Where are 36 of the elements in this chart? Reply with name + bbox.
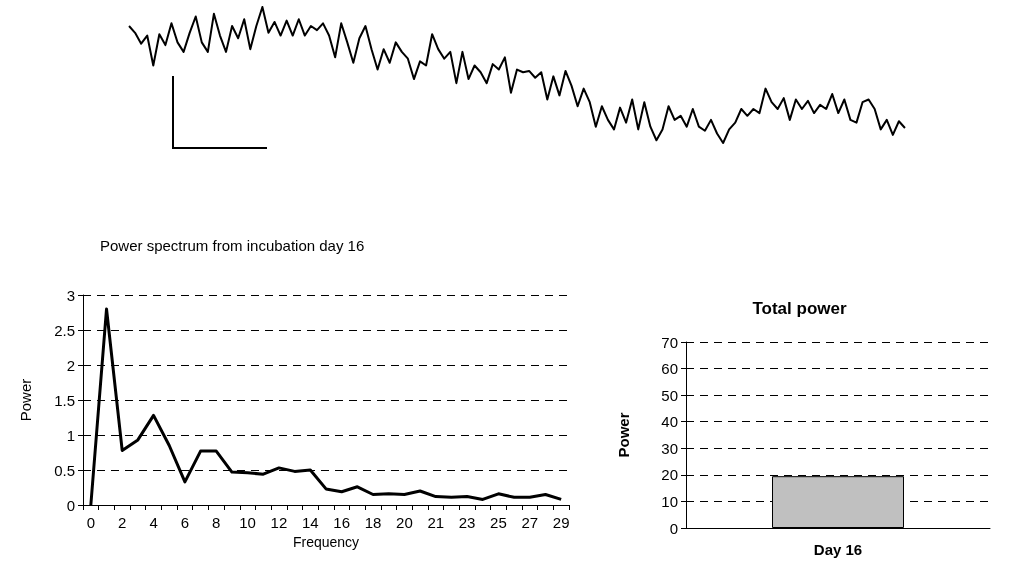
x-tick-label: 8 [212, 514, 221, 531]
x-tick-label: 29 [552, 514, 570, 531]
y-tick-label: 30 [661, 439, 678, 457]
x-tick-label: 10 [239, 514, 256, 531]
y-tick-label: 70 [661, 333, 678, 351]
x-axis-title: Frequency [292, 534, 360, 550]
y-tick-label: 60 [661, 360, 678, 378]
x-tick-label: 20 [396, 514, 413, 531]
y-tick-label: 1.5 [54, 391, 75, 409]
y-axis-title: Power [17, 378, 34, 422]
x-tick-label: 21 [427, 514, 445, 531]
y-tick-label: 50 [661, 386, 678, 404]
y-tick-label: 2 [66, 356, 75, 374]
y-tick-label: 2.5 [54, 321, 75, 339]
x-tick-label: 23 [458, 514, 476, 531]
y-tick-label: 0 [66, 496, 75, 514]
y-tick-label: 20 [661, 466, 678, 484]
y-tick-label: 10 [661, 492, 678, 510]
y-axis-title: Power [615, 412, 632, 458]
x-tick-label: 16 [333, 514, 351, 531]
x-tick-label: 4 [149, 514, 158, 531]
y-tick-label: 0.5 [54, 461, 75, 479]
x-tick-label: Day 16 [813, 541, 863, 558]
x-tick-label: 18 [364, 514, 382, 531]
x-tick-label: 6 [180, 514, 190, 531]
x-tick-label: 25 [490, 514, 507, 531]
x-tick-label: 2 [118, 514, 127, 531]
chart-title: Power spectrum from incubation day 16 [100, 237, 365, 254]
chart-title: Total power [752, 299, 847, 318]
y-tick-label: 3 [66, 286, 75, 304]
x-tick-label: 27 [521, 514, 539, 531]
x-tick-label: 0 [86, 514, 96, 531]
y-tick-label: 40 [661, 413, 678, 431]
y-tick-label: 1 [66, 426, 75, 444]
x-tick-label: 14 [301, 514, 319, 531]
x-tick-label: 12 [270, 514, 288, 531]
